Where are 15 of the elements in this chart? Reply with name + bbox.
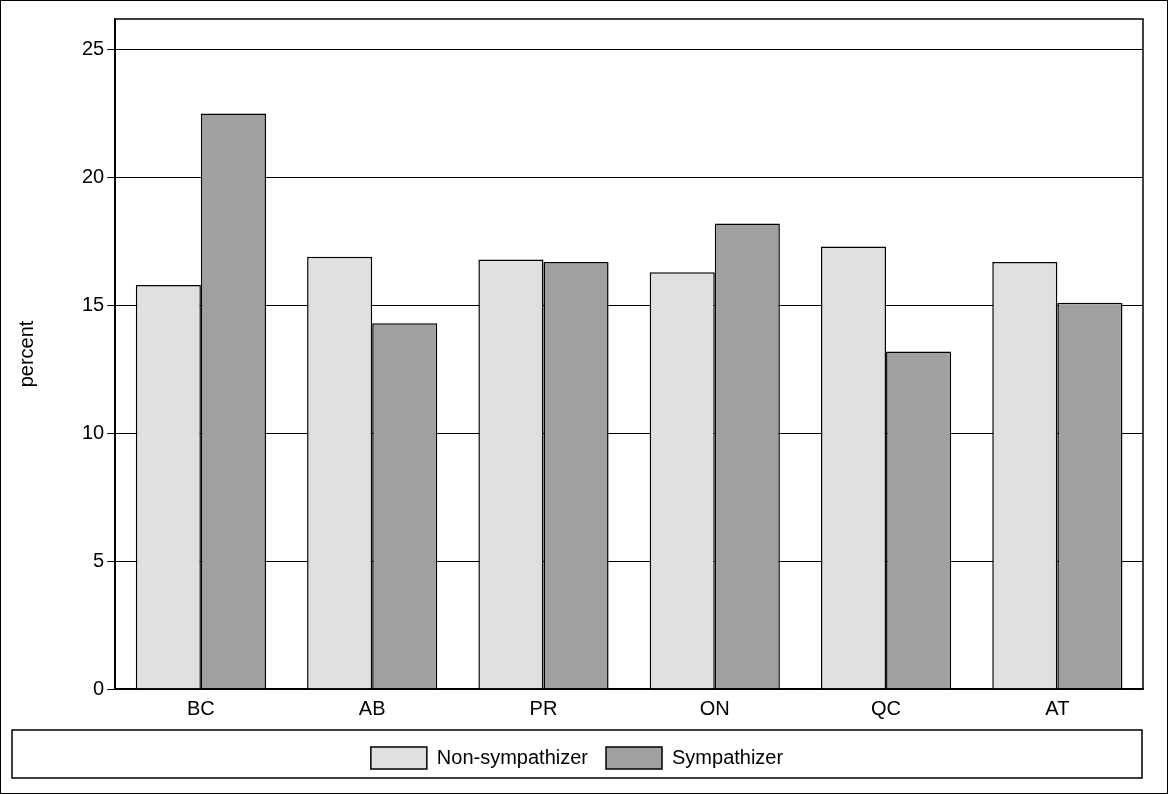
y-tick-label: 25	[82, 37, 105, 60]
y-tick-label: 5	[93, 548, 105, 571]
x-tick-label: QC	[871, 696, 902, 719]
legend-label: Sympathizer	[672, 745, 784, 768]
x-tick-label: BC	[186, 696, 215, 719]
y-tick-label: 15	[82, 292, 105, 315]
y-tick-label: 10	[82, 420, 105, 443]
x-tick-label: AB	[358, 696, 386, 719]
x-tick-label: ON	[699, 696, 730, 719]
x-tick-label: PR	[529, 696, 558, 719]
y-tick-label: 20	[82, 165, 105, 188]
legend-label: Non-sympathizer	[436, 745, 589, 768]
x-tick-label: AT	[1045, 696, 1070, 719]
y-axis-title: percent	[14, 320, 37, 388]
y-tick-label: 0	[93, 676, 105, 699]
